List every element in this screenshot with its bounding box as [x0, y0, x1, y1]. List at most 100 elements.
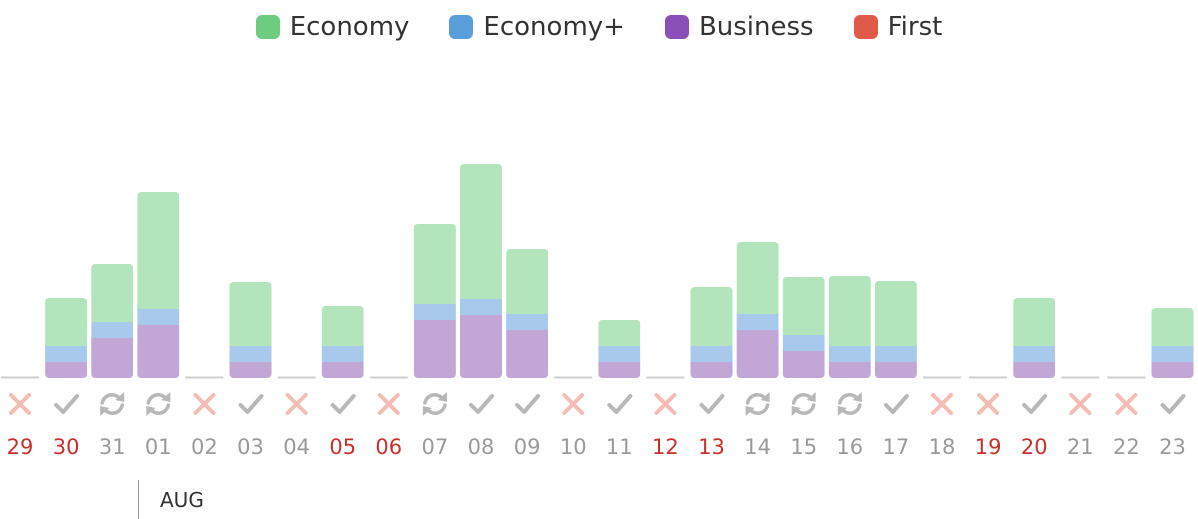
bar-segment-economy-plus[interactable]: [828, 346, 871, 362]
bar-segment-business[interactable]: [413, 320, 456, 378]
bar-segment-business[interactable]: [321, 362, 364, 378]
legend-item-first[interactable]: First: [853, 12, 942, 42]
day-label[interactable]: 08: [468, 435, 495, 459]
bar-segment-economy-plus[interactable]: [874, 346, 917, 362]
day-label[interactable]: 09: [514, 435, 541, 459]
bar-segment-business[interactable]: [506, 330, 549, 378]
day-label[interactable]: 14: [744, 435, 771, 459]
day-label[interactable]: 17: [883, 435, 910, 459]
bar-segment-economy[interactable]: [229, 282, 272, 346]
bar-segment-economy-plus[interactable]: [460, 299, 502, 315]
legend-item-business[interactable]: Business: [664, 12, 814, 42]
bar-segment-economy[interactable]: [828, 276, 871, 346]
day-label[interactable]: 19: [975, 435, 1002, 459]
day-label[interactable]: 01: [145, 435, 172, 459]
bar-day-31[interactable]: [91, 264, 134, 378]
bar-segment-business[interactable]: [1151, 362, 1194, 378]
day-label[interactable]: 23: [1159, 435, 1186, 459]
bar-day-11[interactable]: [598, 320, 641, 378]
bar-day-07[interactable]: [413, 224, 456, 378]
bar-segment-economy-plus[interactable]: [137, 309, 180, 325]
bar-segment-business[interactable]: [137, 325, 180, 378]
bar-day-08[interactable]: [460, 164, 502, 378]
bar-segment-economy[interactable]: [736, 242, 779, 314]
bar-day-23[interactable]: [1151, 308, 1194, 378]
bar-segment-economy[interactable]: [598, 320, 641, 346]
bar-segment-business[interactable]: [460, 315, 502, 378]
bar-segment-economy-plus[interactable]: [506, 314, 549, 330]
day-label[interactable]: 18: [929, 435, 956, 459]
bar-segment-business[interactable]: [45, 362, 88, 378]
day-label[interactable]: 05: [329, 435, 356, 459]
day-label[interactable]: 30: [53, 435, 80, 459]
bar-segment-economy-plus[interactable]: [45, 346, 88, 362]
day-label[interactable]: 06: [375, 435, 402, 459]
bar-segment-economy[interactable]: [506, 249, 549, 314]
day-label[interactable]: 07: [422, 435, 449, 459]
bar-day-09[interactable]: [506, 249, 549, 378]
refresh-icon: [422, 392, 447, 416]
day-label[interactable]: 13: [698, 435, 725, 459]
bar-day-17[interactable]: [874, 281, 917, 378]
bar-segment-business[interactable]: [91, 338, 134, 378]
day-label[interactable]: 10: [560, 435, 587, 459]
bar-segment-business[interactable]: [828, 362, 871, 378]
bar-segment-economy[interactable]: [1013, 298, 1056, 346]
bar-day-01[interactable]: [137, 192, 180, 378]
bar-segment-business[interactable]: [229, 362, 272, 378]
bar-day-16[interactable]: [828, 276, 871, 378]
bar-day-20[interactable]: [1013, 298, 1056, 378]
bar-segment-economy-plus[interactable]: [690, 346, 733, 362]
bar-segment-economy-plus[interactable]: [736, 314, 779, 330]
legend-item-economy-plus[interactable]: Economy+: [449, 12, 625, 42]
bar-day-15[interactable]: [782, 277, 825, 378]
bar-segment-business[interactable]: [874, 362, 917, 378]
bar-segment-economy[interactable]: [460, 164, 502, 299]
day-label[interactable]: 16: [836, 435, 863, 459]
day-label[interactable]: 15: [790, 435, 817, 459]
bar-segment-business[interactable]: [690, 362, 733, 378]
bar-segment-economy[interactable]: [690, 287, 733, 346]
bar-day-05[interactable]: [321, 306, 364, 378]
bar-segment-economy[interactable]: [782, 277, 825, 335]
day-label[interactable]: 03: [237, 435, 264, 459]
bar-segment-economy-plus[interactable]: [782, 335, 825, 351]
bar-segment-economy-plus[interactable]: [1013, 346, 1056, 362]
bar-segment-economy-plus[interactable]: [598, 346, 641, 362]
day-label[interactable]: 21: [1067, 435, 1094, 459]
day-label[interactable]: 22: [1113, 435, 1140, 459]
bar-segment-economy[interactable]: [91, 264, 134, 322]
day-label[interactable]: 20: [1021, 435, 1048, 459]
bar-segment-economy[interactable]: [45, 298, 88, 346]
refresh-icon: [146, 392, 171, 416]
bar-segment-economy[interactable]: [321, 306, 364, 346]
refresh-icon: [100, 392, 125, 416]
bar-segment-business[interactable]: [782, 351, 825, 378]
bar-day-13[interactable]: [690, 287, 733, 378]
bar-segment-economy-plus[interactable]: [321, 346, 364, 362]
bar-segment-business[interactable]: [598, 362, 641, 378]
cross-icon: [377, 393, 400, 415]
bar-day-14[interactable]: [736, 242, 779, 378]
day-label[interactable]: 02: [191, 435, 218, 459]
bar-segment-economy-plus[interactable]: [229, 346, 272, 362]
bar-segment-economy-plus[interactable]: [413, 304, 456, 320]
bar-segment-economy[interactable]: [874, 281, 917, 346]
bar-segment-economy[interactable]: [1151, 308, 1194, 346]
bar-segment-economy[interactable]: [413, 224, 456, 304]
bar-segment-economy-plus[interactable]: [91, 322, 134, 338]
bar-segment-economy-plus[interactable]: [1151, 346, 1194, 362]
day-label[interactable]: 11: [606, 435, 633, 459]
day-label[interactable]: 12: [652, 435, 679, 459]
bar-segment-business[interactable]: [736, 330, 779, 378]
day-label[interactable]: 31: [99, 435, 126, 459]
cross-icon: [9, 393, 31, 415]
day-label[interactable]: 29: [7, 435, 34, 459]
cross-icon: [931, 393, 953, 415]
bar-segment-economy[interactable]: [137, 192, 180, 309]
bar-day-30[interactable]: [45, 298, 88, 378]
bar-segment-business[interactable]: [1013, 362, 1056, 378]
day-label[interactable]: 04: [283, 435, 310, 459]
bar-day-03[interactable]: [229, 282, 272, 378]
legend-item-economy[interactable]: Economy: [255, 12, 409, 42]
